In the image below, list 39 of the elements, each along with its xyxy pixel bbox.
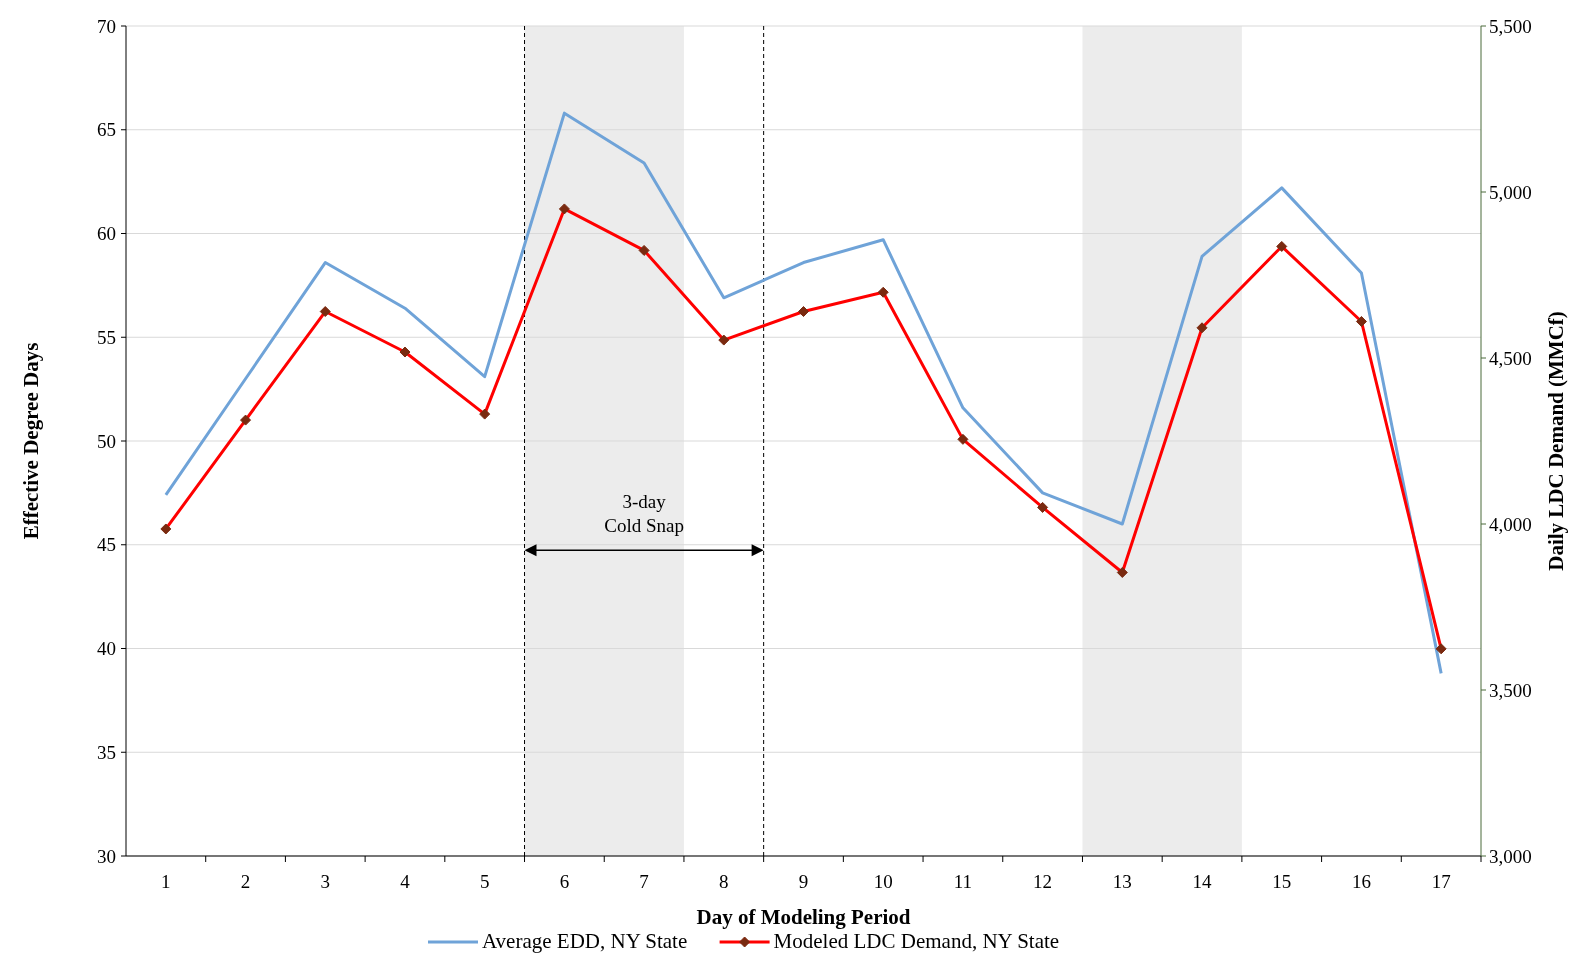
y-tick-label: 50: [97, 430, 116, 452]
y-axis-title: Effective Degree Days: [19, 342, 43, 540]
x-tick-label: 5: [479, 871, 490, 892]
x-tick-label: 8: [719, 871, 729, 892]
y2-tick-label: 5,000: [1489, 181, 1532, 203]
y2-tick-label: 3,000: [1489, 845, 1532, 867]
x-tick-label: 7: [639, 871, 649, 892]
x-tick-label: 3: [320, 871, 331, 892]
x-tick-label: 6: [559, 871, 570, 892]
x-tick-label: 12: [1033, 871, 1053, 892]
y-tick-label: 40: [97, 638, 116, 660]
y-tick-label: 45: [97, 534, 116, 556]
y2-tick-label: 3,500: [1489, 679, 1532, 701]
x-tick-label: 14: [1192, 871, 1213, 892]
y-tick-label: 30: [97, 845, 116, 867]
x-tick-label: 1: [161, 871, 171, 892]
x-tick-label: 15: [1272, 871, 1292, 892]
x-tick-label: 16: [1351, 871, 1371, 892]
x-tick-label: 4: [400, 871, 411, 892]
y2-tick-label: 4,500: [1489, 347, 1532, 369]
y2-tick-label: 5,500: [1489, 15, 1532, 37]
annotation: 3-day Cold Snap: [604, 491, 684, 537]
y-tick-label: 70: [97, 15, 116, 37]
x-tick-label: 2: [240, 871, 251, 892]
x-tick-label: 9: [798, 871, 809, 892]
legend-label: Average EDD, NY State: [482, 929, 688, 953]
y-tick-label: 65: [97, 119, 116, 141]
y2-axis-title: Daily LDC Demand (MMCf): [1544, 311, 1568, 571]
x-tick-label: 11: [953, 871, 973, 892]
y-tick-label: 35: [97, 741, 116, 763]
legend-label: Modeled LDC Demand, NY State: [773, 929, 1060, 953]
x-tick-label: 13: [1112, 871, 1132, 892]
line-series: [164, 111, 1443, 675]
x-axis-title: Day of Modeling Period: [696, 905, 911, 929]
x-tick-label: 10: [873, 871, 893, 892]
y2-tick-label: 4,000: [1489, 513, 1532, 535]
y-tick-label: 55: [97, 326, 116, 348]
x-tick-label: 17: [1431, 871, 1451, 892]
y-tick-label: 60: [97, 223, 116, 245]
